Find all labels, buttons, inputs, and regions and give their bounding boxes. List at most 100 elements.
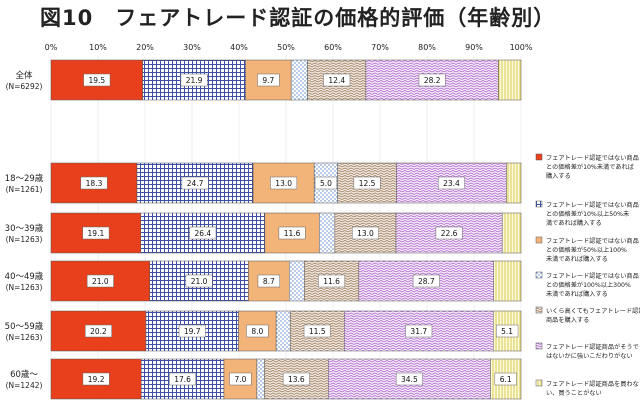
- legend-label: フェアトレード認証商品を買わな: [546, 380, 639, 388]
- data-label: 19.2: [88, 375, 105, 384]
- data-label: 19.5: [88, 76, 105, 85]
- row-label: 30～39歳: [5, 223, 44, 234]
- bar-segment: [506, 162, 522, 204]
- legend-label: フェアトレード認証ではない商品: [546, 237, 639, 245]
- row-sample-size: (N=1263): [6, 283, 43, 292]
- data-label: 26.4: [194, 229, 211, 238]
- data-label-box: [278, 226, 306, 240]
- data-label: 12.5: [359, 179, 376, 188]
- row-label: 40～49歳: [5, 271, 44, 282]
- bar-segment: [238, 310, 277, 352]
- legend-swatch: [535, 236, 543, 244]
- data-label-box: [282, 372, 310, 386]
- data-label: 11.5: [309, 327, 326, 336]
- data-label-box: [303, 324, 331, 338]
- data-label: 17.6: [174, 375, 191, 384]
- data-label: 23.4: [443, 179, 460, 188]
- data-label: 28.7: [418, 277, 435, 286]
- data-label: 18.3: [86, 179, 103, 188]
- data-label: 13.0: [275, 179, 292, 188]
- data-label: 5.0: [320, 179, 332, 188]
- legend-label: 購入する: [546, 172, 571, 180]
- data-label-box: [246, 324, 269, 338]
- legend-label: フェアトレード認証ではない商品: [546, 154, 639, 162]
- data-label: 11.6: [323, 277, 340, 286]
- bar-segment: [256, 358, 265, 400]
- data-label-box: [257, 73, 280, 87]
- bar-segment: [289, 260, 305, 302]
- data-label-box: [185, 274, 213, 288]
- data-label-box: [351, 226, 379, 240]
- bar-segment: [498, 59, 522, 101]
- data-label-box: [257, 274, 280, 288]
- data-label: 22.6: [441, 229, 458, 238]
- legend-swatch: [535, 271, 543, 279]
- data-label-box: [169, 372, 197, 386]
- data-label-box: [180, 73, 208, 87]
- x-tick-label: 20%: [136, 43, 154, 52]
- bar-segment: [501, 212, 522, 254]
- data-label: 21.0: [92, 277, 109, 286]
- data-label-box: [323, 73, 351, 87]
- data-label-box: [495, 324, 519, 338]
- data-label-box: [80, 176, 108, 190]
- legend-label: 未満であれば購入する: [546, 290, 608, 298]
- data-label: 5.1: [501, 327, 513, 336]
- data-label-box: [494, 372, 517, 386]
- row-sample-size: (N=1263): [6, 333, 43, 342]
- legend-label: 商品を購入する: [546, 316, 589, 324]
- data-label: 21.0: [191, 277, 208, 286]
- data-label-box: [83, 73, 111, 87]
- legend-swatch: [535, 379, 543, 387]
- data-label: 34.5: [401, 375, 418, 384]
- legend-label: い、買うことがない: [546, 389, 602, 397]
- row-sample-size: (N=6292): [6, 82, 43, 91]
- legend-swatch: [535, 342, 543, 350]
- data-label-box: [181, 176, 209, 190]
- data-label-box: [318, 274, 346, 288]
- data-label-box: [353, 176, 381, 190]
- row-label: 全体: [15, 70, 33, 81]
- x-tick-label: 10%: [89, 43, 107, 52]
- bar-segment: [275, 310, 291, 352]
- x-tick-label: 80%: [418, 43, 436, 52]
- row-label: 50～59歳: [5, 321, 44, 332]
- legend-swatch: [535, 306, 543, 314]
- legend-label: との価格差が10%以上50%未: [546, 210, 629, 218]
- data-label: 28.2: [424, 76, 441, 85]
- data-label-box: [270, 176, 298, 190]
- data-label: 8.7: [263, 277, 275, 286]
- data-label-box: [405, 324, 433, 338]
- data-label-box: [435, 226, 463, 240]
- row-label: 60歳～: [10, 369, 38, 380]
- data-label-box: [395, 372, 423, 386]
- data-label: 11.6: [284, 229, 301, 238]
- row-label: 18～29歳: [5, 173, 44, 184]
- data-label: 19.7: [184, 327, 201, 336]
- row-sample-size: (N=1261): [6, 185, 43, 194]
- data-label: 20.2: [90, 327, 107, 336]
- x-tick-label: 50%: [277, 43, 295, 52]
- x-tick-label: 0%: [45, 43, 58, 52]
- legend-label: フェアトレード認証ではない商品: [546, 272, 639, 280]
- x-tick-label: 40%: [230, 43, 248, 52]
- legend-label: はないかに強いこだわりがない: [546, 352, 633, 360]
- data-label-box: [412, 274, 440, 288]
- data-label: 21.9: [186, 76, 203, 85]
- bar-segment: [319, 212, 336, 254]
- x-tick-label: 60%: [324, 43, 342, 52]
- legend-swatch: [535, 153, 543, 161]
- chart-title: 図10 フェアトレード認証の価格的評価（年齢別）: [40, 6, 556, 30]
- legend-label: との価格差が100%以上300%: [546, 281, 631, 289]
- data-label-box: [437, 176, 465, 190]
- legend-label: フェアトレード認証ではない商品: [546, 201, 639, 209]
- legend-label: 未満であれば購入する: [546, 255, 608, 263]
- data-label-box: [178, 324, 206, 338]
- data-label-box: [85, 324, 112, 338]
- data-label: 13.0: [357, 229, 374, 238]
- x-tick-label: 30%: [183, 43, 201, 52]
- data-label-box: [229, 372, 252, 386]
- legend-label: との価格差が10%未満であれば: [546, 163, 635, 171]
- data-label-box: [418, 73, 446, 87]
